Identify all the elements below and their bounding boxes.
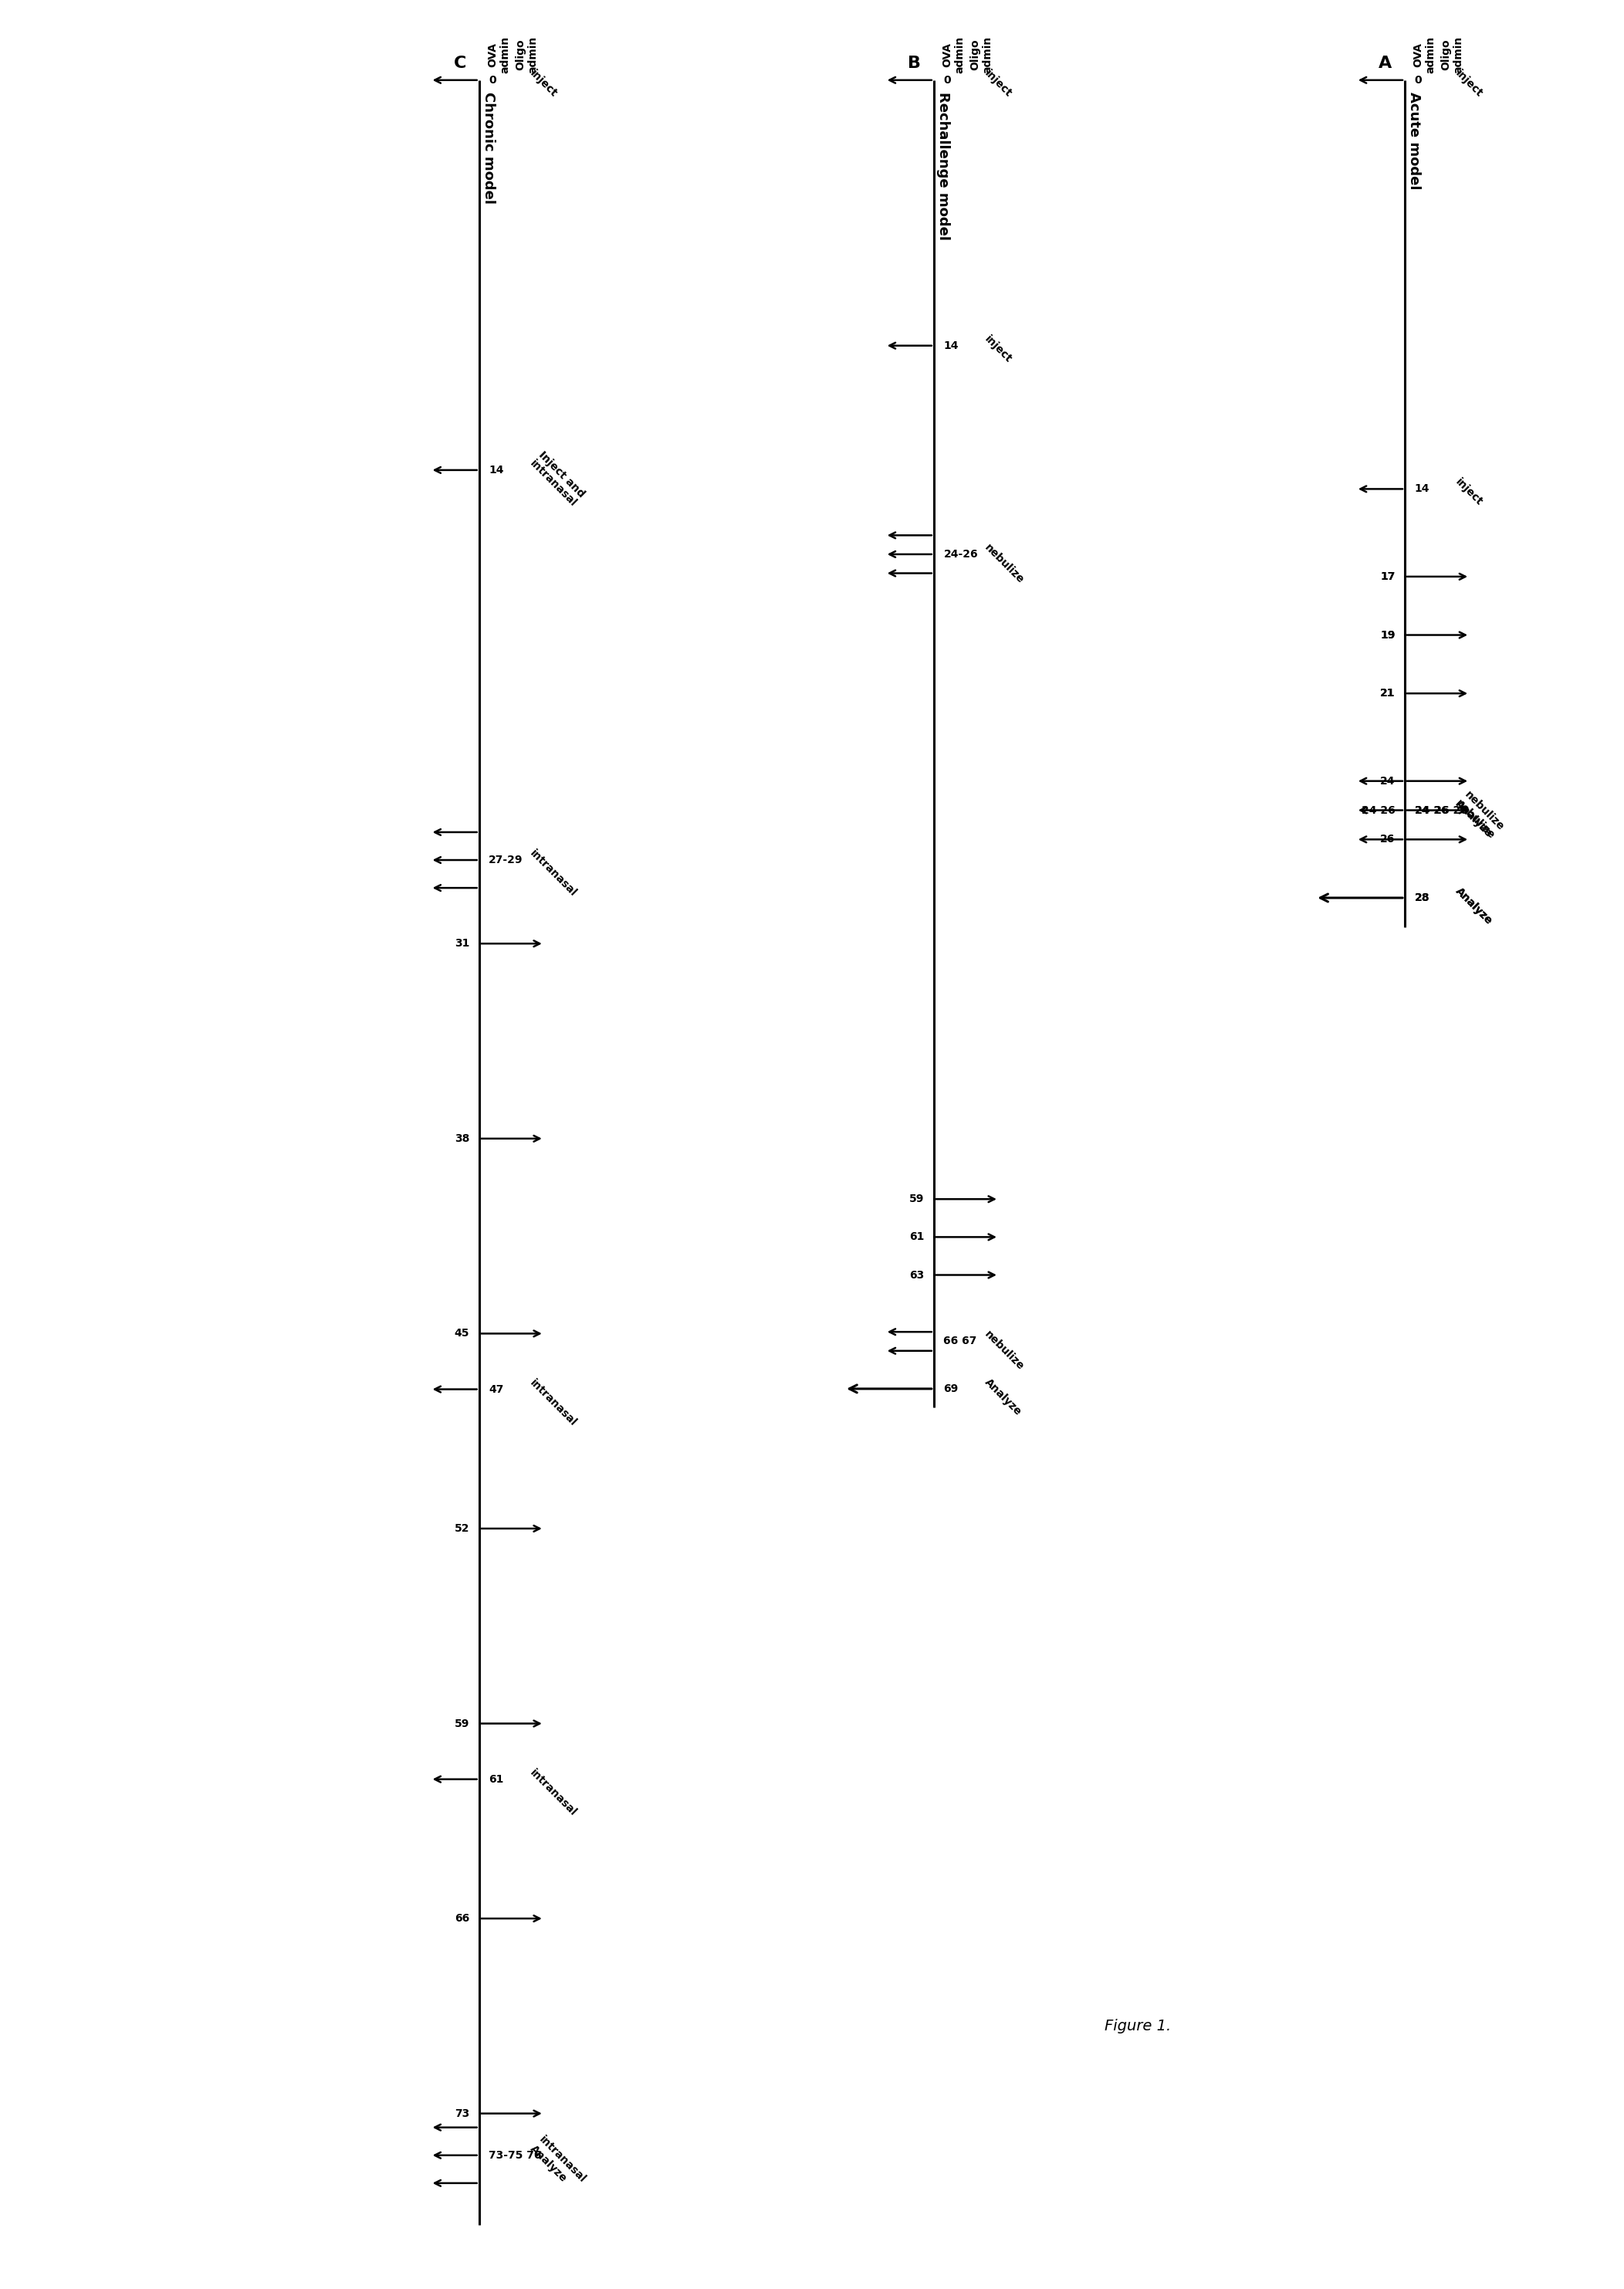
Text: 27-29: 27-29 [489, 854, 523, 865]
Text: intranasal: intranasal [528, 1767, 578, 1817]
Text: 66: 66 [455, 1914, 469, 1925]
Text: Analyze: Analyze [1453, 886, 1494, 927]
Text: 14: 14 [944, 341, 958, 350]
Text: 47: 47 [489, 1385, 503, 1394]
Text: Chronic model: Chronic model [481, 92, 495, 204]
Text: 24-26: 24-26 [1415, 806, 1449, 815]
Text: 28: 28 [1415, 893, 1429, 904]
Text: 24-26 28: 24-26 28 [1415, 806, 1468, 815]
Text: inject: inject [1453, 476, 1484, 508]
Text: 66 67: 66 67 [944, 1337, 978, 1346]
Text: 24-26: 24-26 [944, 549, 978, 561]
Text: 69: 69 [944, 1383, 958, 1394]
Text: 21: 21 [1380, 689, 1395, 698]
Text: Rechallenge model: Rechallenge model [935, 92, 950, 240]
Text: OVA
admin: OVA admin [1413, 37, 1436, 73]
Text: nebulize: nebulize [983, 542, 1026, 586]
Text: 28: 28 [1415, 893, 1429, 904]
Text: nebulize: nebulize [983, 1330, 1026, 1373]
Text: 31: 31 [455, 938, 469, 950]
Text: intranasal: intranasal [528, 847, 578, 900]
Text: 24 26: 24 26 [1361, 806, 1395, 815]
Text: 24: 24 [1380, 776, 1395, 787]
Text: 19: 19 [1380, 629, 1395, 641]
Text: 0: 0 [489, 76, 497, 85]
Text: inject: inject [983, 69, 1013, 98]
Text: inject: inject [983, 334, 1013, 364]
Text: 0: 0 [1415, 76, 1423, 85]
Text: 52: 52 [455, 1522, 469, 1534]
Text: Oligo
admin: Oligo admin [515, 37, 538, 73]
Text: 19: 19 [1380, 629, 1395, 641]
Text: 59: 59 [909, 1193, 924, 1204]
Text: Oligo
admin: Oligo admin [970, 37, 992, 73]
Text: Oligo
admin: Oligo admin [1440, 37, 1463, 73]
Text: 59: 59 [455, 1719, 469, 1728]
Text: 45: 45 [455, 1328, 469, 1339]
Text: 14: 14 [489, 465, 503, 476]
Text: B: B [908, 55, 921, 71]
Text: 38: 38 [455, 1133, 469, 1144]
Text: intranasal
Analyze: intranasal Analyze [528, 2133, 588, 2193]
Text: 0: 0 [944, 76, 952, 85]
Text: 73: 73 [455, 2108, 469, 2120]
Text: 61: 61 [909, 1231, 924, 1243]
Text: inject: inject [528, 69, 559, 98]
Text: nebulize: nebulize [1453, 799, 1497, 842]
Text: 21: 21 [1380, 689, 1395, 698]
Text: OVA
admin: OVA admin [487, 37, 510, 73]
Text: A: A [1379, 55, 1392, 71]
Text: Acute model: Acute model [1406, 92, 1421, 190]
Text: Figure 1.: Figure 1. [1104, 2019, 1171, 2033]
Text: intranasal: intranasal [528, 1378, 578, 1428]
Text: 17: 17 [1380, 572, 1395, 581]
Text: 26: 26 [1380, 833, 1395, 845]
Text: 17: 17 [1380, 572, 1395, 581]
Text: 63: 63 [909, 1270, 924, 1280]
Text: 61: 61 [489, 1774, 503, 1785]
Text: nebulize
Analyze: nebulize Analyze [1453, 790, 1505, 842]
Text: 73-75 76: 73-75 76 [489, 2149, 542, 2161]
Text: OVA
admin: OVA admin [942, 37, 965, 73]
Text: Analyze: Analyze [983, 1376, 1023, 1417]
Text: C: C [453, 55, 466, 71]
Text: Inject and
intranasal: Inject and intranasal [528, 449, 588, 508]
Text: inject: inject [1453, 69, 1484, 98]
Text: Analyze: Analyze [1453, 886, 1494, 927]
Text: 14: 14 [1415, 483, 1429, 494]
